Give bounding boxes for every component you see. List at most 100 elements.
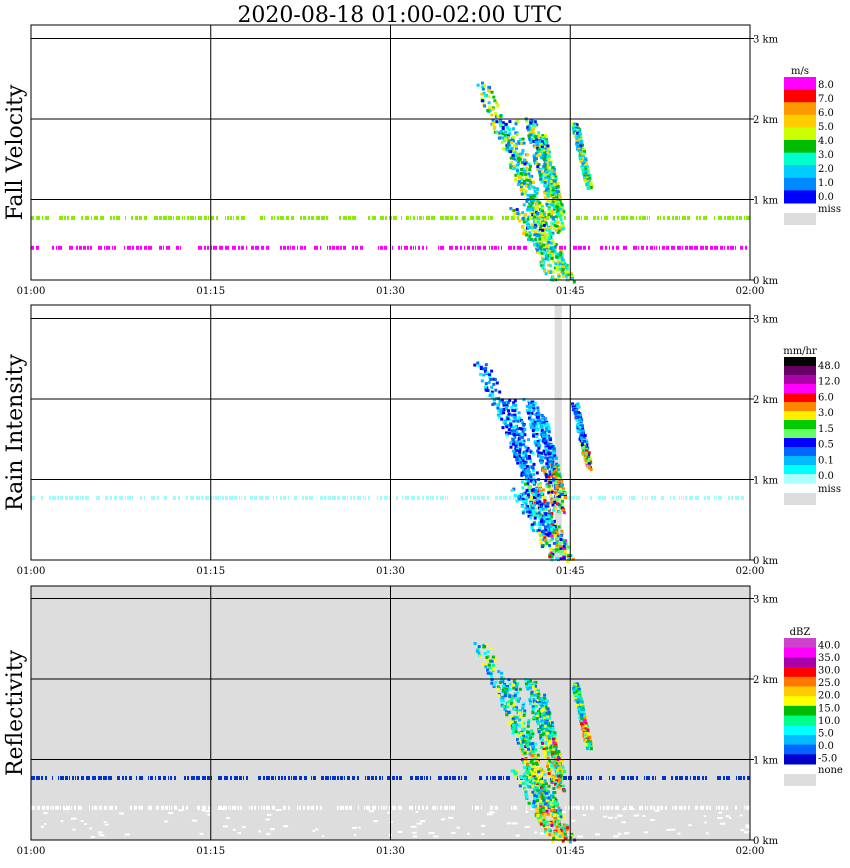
echo-cell bbox=[511, 717, 515, 721]
echo-cell bbox=[485, 657, 489, 661]
layer-mark bbox=[173, 216, 174, 220]
echo-cell bbox=[561, 493, 564, 496]
echo-cell bbox=[560, 765, 564, 768]
layer-mark bbox=[593, 216, 596, 220]
echo-cell bbox=[515, 142, 518, 146]
echo-cell bbox=[488, 106, 492, 110]
echo-cell bbox=[529, 516, 533, 520]
echo-cell bbox=[508, 418, 512, 422]
echo-cell bbox=[546, 825, 550, 829]
echo-cell bbox=[509, 698, 513, 702]
layer-mark bbox=[280, 216, 284, 220]
layer-mark bbox=[124, 245, 125, 250]
layer-mark bbox=[690, 776, 691, 780]
echo-cell bbox=[544, 172, 547, 176]
echo-cell bbox=[544, 272, 548, 276]
echo-cell bbox=[554, 745, 558, 749]
layer-mark bbox=[375, 776, 377, 780]
echo-cell bbox=[587, 739, 591, 743]
echo-cell bbox=[525, 750, 529, 754]
colorbar-miss-label: miss bbox=[818, 484, 841, 495]
echo-cell bbox=[542, 529, 545, 533]
echo-cell bbox=[522, 229, 526, 233]
layer-mark bbox=[122, 776, 124, 780]
layer-mark bbox=[423, 216, 424, 220]
echo-cell bbox=[581, 143, 584, 147]
layer-mark bbox=[428, 832, 435, 835]
echo-cell bbox=[539, 794, 543, 798]
echo-cell bbox=[519, 186, 523, 190]
echo-cell bbox=[539, 767, 543, 771]
layer-mark bbox=[302, 496, 304, 500]
echo-cell bbox=[525, 496, 529, 500]
layer-mark bbox=[426, 776, 428, 780]
echo-cell bbox=[516, 691, 520, 695]
echo-cell bbox=[555, 754, 558, 758]
echo-cell bbox=[554, 190, 558, 194]
echo-cell bbox=[551, 188, 555, 192]
layer-mark bbox=[410, 245, 412, 250]
storm-echo bbox=[473, 361, 593, 563]
layer-mark bbox=[581, 216, 582, 220]
echo-cell bbox=[531, 742, 535, 746]
echo-cell bbox=[547, 524, 551, 528]
layer-mark bbox=[472, 245, 474, 250]
echo-cell bbox=[482, 645, 486, 649]
colorbar-label: 6.0 bbox=[818, 392, 834, 403]
echo-cell bbox=[570, 832, 574, 836]
echo-cell bbox=[507, 141, 510, 145]
layer-mark bbox=[399, 776, 402, 780]
colorbar-swatch bbox=[784, 686, 816, 697]
echo-cell bbox=[515, 443, 519, 447]
echo-cell bbox=[552, 208, 556, 212]
echo-cell bbox=[551, 723, 555, 727]
echo-cell bbox=[518, 781, 522, 785]
echo-cell bbox=[560, 479, 564, 483]
layer-mark bbox=[706, 805, 708, 810]
layer-mark bbox=[207, 776, 210, 780]
layer-mark bbox=[293, 776, 297, 780]
echo-cell bbox=[527, 801, 531, 805]
layer-mark bbox=[130, 805, 132, 810]
echo-cell bbox=[546, 248, 550, 252]
height-tick-label: 0 km bbox=[753, 836, 779, 847]
layer-mark bbox=[159, 216, 162, 220]
echo-cell bbox=[540, 719, 544, 723]
echo-cell bbox=[538, 787, 542, 790]
echo-cell bbox=[563, 491, 567, 495]
echo-cell bbox=[577, 149, 581, 153]
echo-cell bbox=[532, 434, 536, 438]
echo-cell bbox=[557, 196, 561, 200]
layer-mark bbox=[313, 776, 316, 780]
echo-cell bbox=[554, 262, 558, 266]
echo-cell bbox=[547, 148, 551, 151]
echo-cell bbox=[556, 231, 560, 234]
echo-cell bbox=[528, 406, 532, 410]
echo-cell bbox=[537, 529, 541, 532]
layer-mark bbox=[69, 496, 73, 500]
layer-mark bbox=[621, 776, 625, 780]
layer-mark bbox=[609, 245, 610, 250]
colorbar-swatch bbox=[784, 696, 816, 707]
echo-cell bbox=[551, 175, 555, 179]
layer-mark bbox=[490, 776, 491, 780]
echo-cell bbox=[480, 97, 484, 101]
echo-cell bbox=[555, 268, 559, 272]
layer-mark bbox=[220, 496, 221, 500]
colorbar-label: 10.0 bbox=[818, 716, 840, 727]
echo-cell bbox=[548, 512, 551, 516]
echo-cell bbox=[547, 475, 551, 479]
echo-cell bbox=[488, 659, 492, 663]
layer-mark bbox=[336, 245, 339, 250]
layer-mark bbox=[72, 828, 76, 831]
echo-cell bbox=[556, 186, 560, 190]
echo-cell bbox=[520, 480, 524, 484]
layer-mark bbox=[148, 245, 152, 250]
echo-cell bbox=[491, 663, 495, 667]
layer-mark bbox=[63, 805, 65, 810]
echo-cell bbox=[507, 711, 511, 714]
layer-mark bbox=[266, 245, 269, 250]
layer-mark bbox=[168, 216, 172, 220]
echo-cell bbox=[507, 678, 511, 682]
echo-cell bbox=[572, 130, 576, 134]
